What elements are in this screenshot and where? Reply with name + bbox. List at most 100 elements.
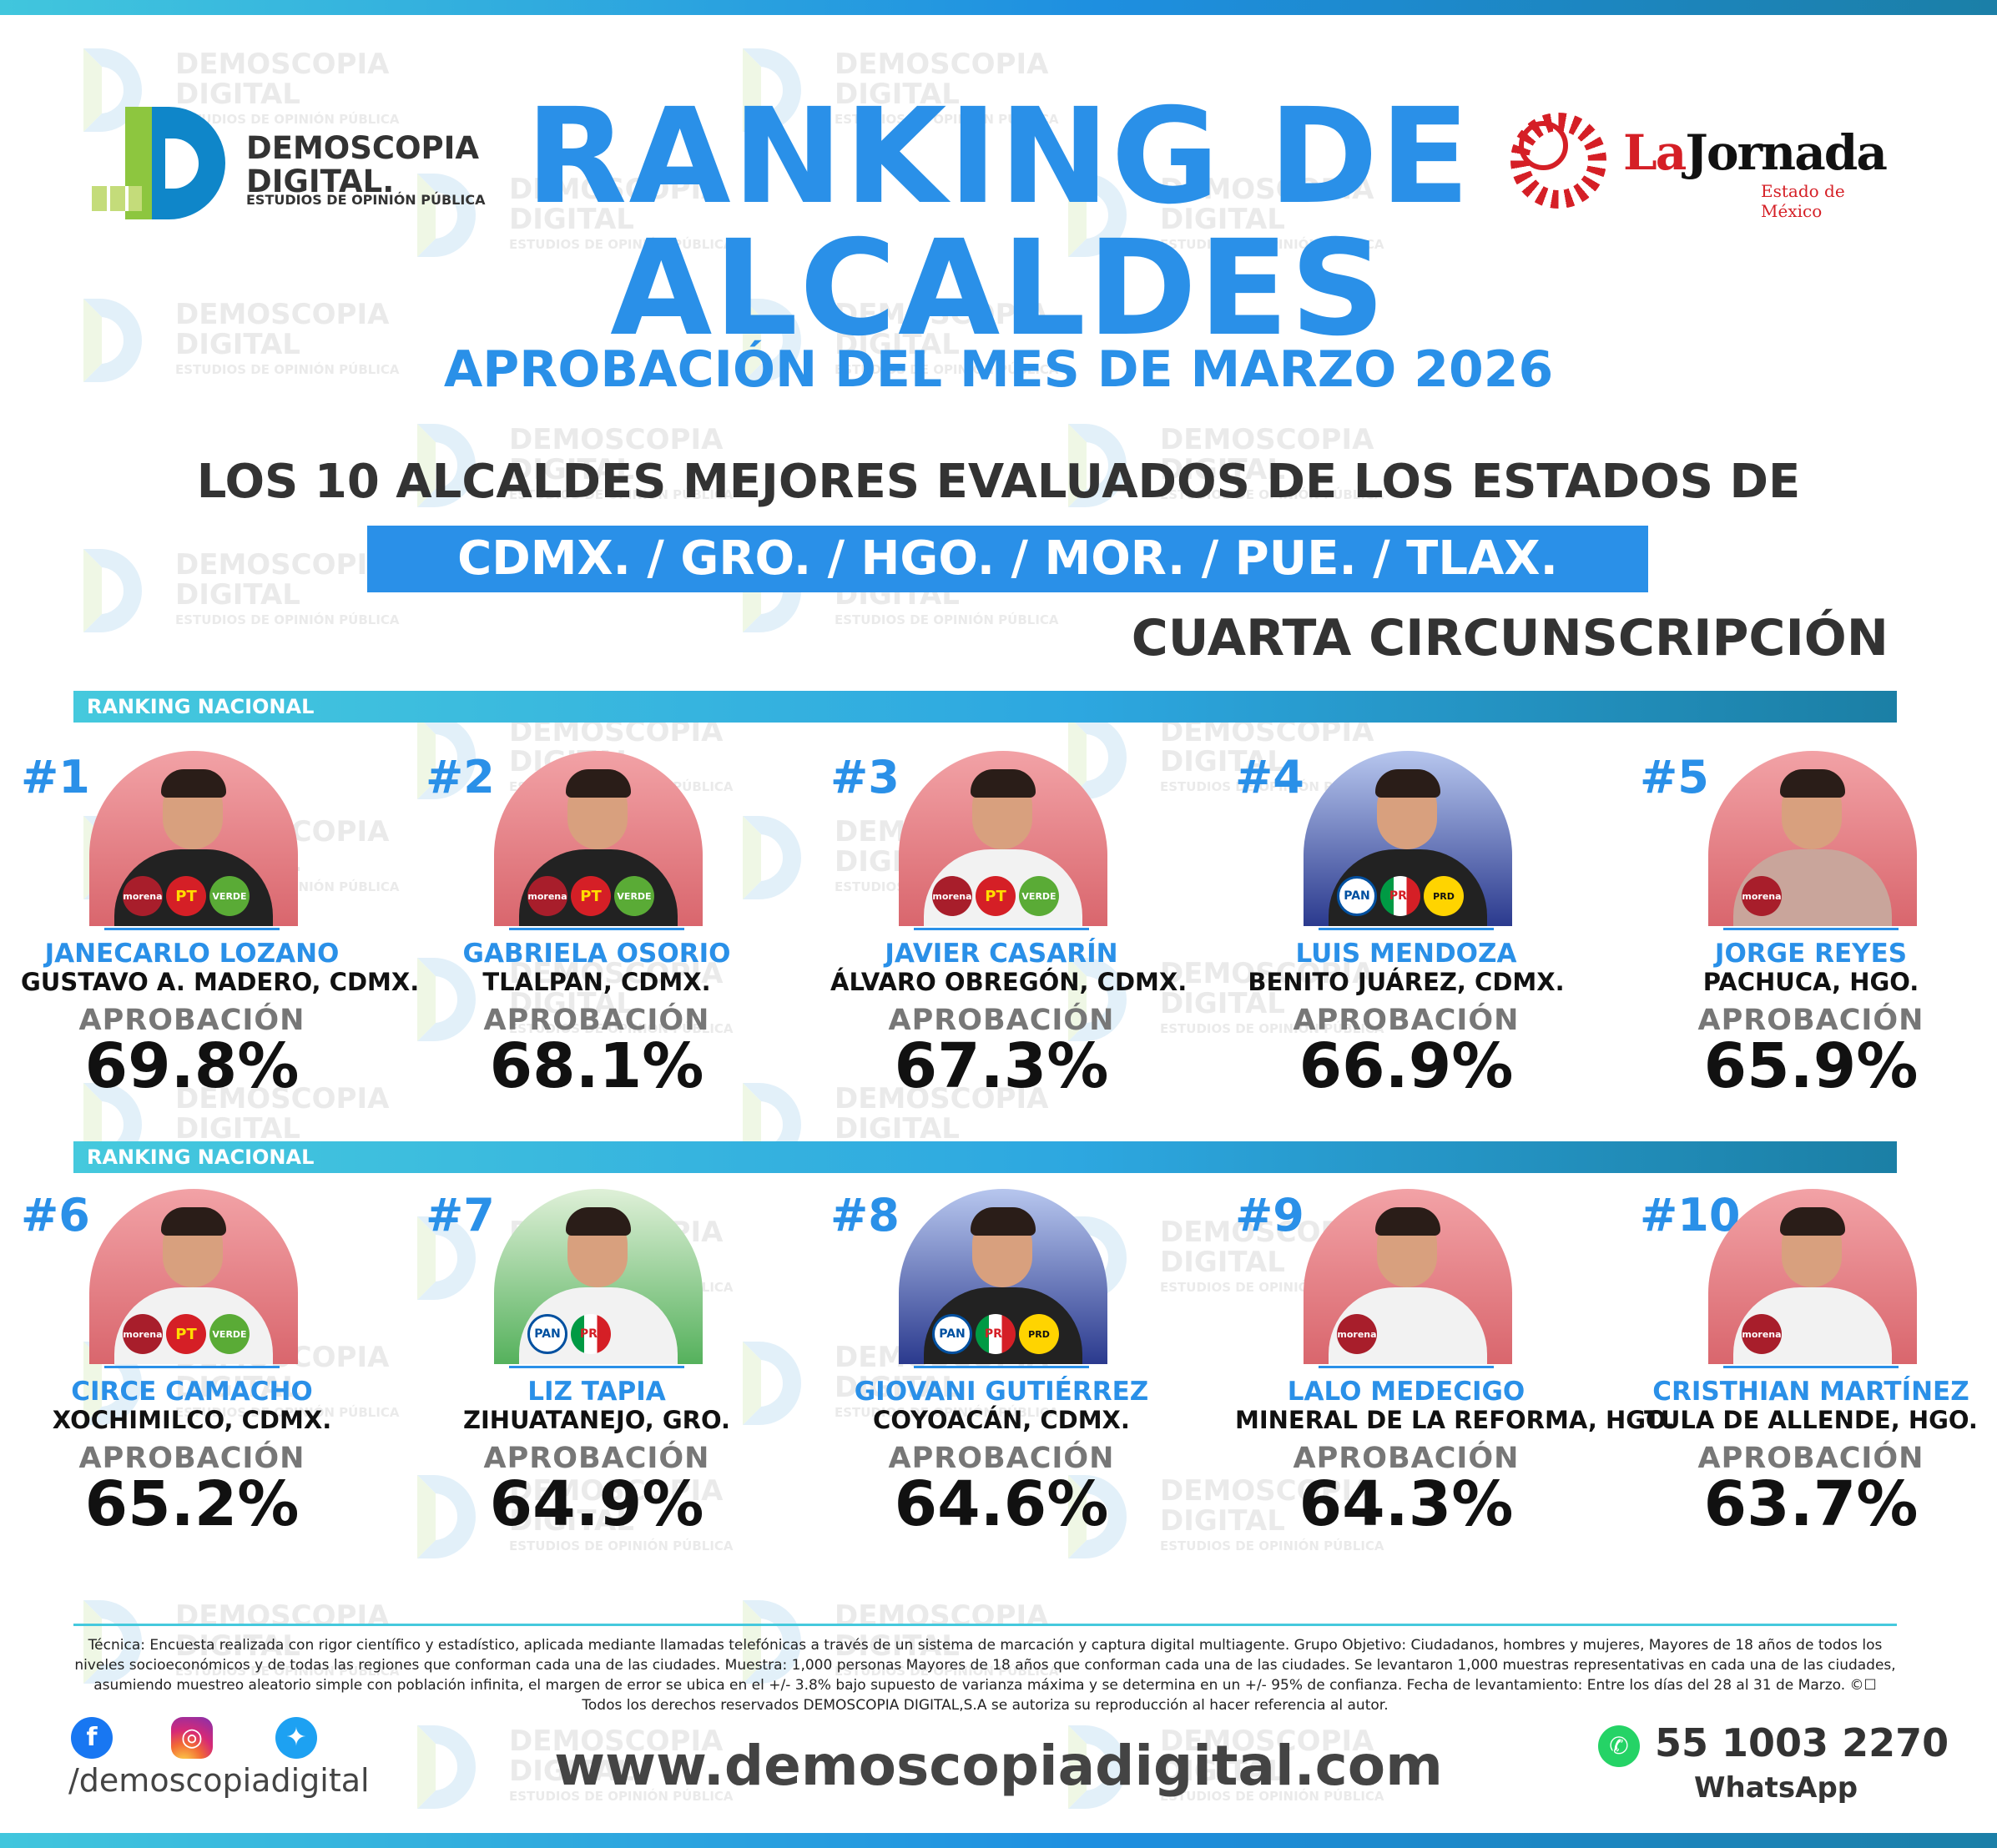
twitter-icon[interactable]: ✦ — [275, 1717, 317, 1759]
party-badge-icon: PRD — [1019, 1314, 1059, 1354]
approval-label: APROBACIÓN — [1293, 1004, 1520, 1037]
demoscopia-logo: DEMOSCOPIA DIGITAL. ESTUDIOS DE OPINIÓN P… — [92, 107, 486, 219]
website-link[interactable]: www.demoscopiadigital.com — [554, 1734, 1443, 1798]
whatsapp-phone[interactable]: 55 1003 2270 — [1655, 1720, 1949, 1765]
candidate-photo: morena — [1304, 1189, 1512, 1364]
party-badge-icon: PT — [976, 876, 1016, 916]
candidate-place: BENITO JUÁREZ, CDMX. — [1248, 968, 1565, 996]
candidate-photo: morena PT VERDE — [899, 751, 1107, 926]
candidate-name: CIRCE CAMACHO — [71, 1377, 313, 1407]
party-badge-icon: morena — [1742, 876, 1782, 916]
approval-label: APROBACIÓN — [1697, 1004, 1924, 1037]
name-divider — [914, 1366, 1089, 1368]
approval-value: 66.9% — [1299, 1030, 1514, 1102]
rank-number: #8 — [830, 1189, 900, 1241]
party-badge-icon: VERDE — [614, 876, 654, 916]
rank-number: #6 — [21, 1189, 90, 1241]
title-line1: RANKING DE — [525, 80, 1472, 234]
party-badge-icon: PAN — [527, 1314, 567, 1354]
candidate-name: JAVIER CASARÍN — [885, 939, 1118, 969]
approval-label: APROBACIÓN — [1697, 1442, 1924, 1475]
subtitle: APROBACIÓN DEL MES DE MARZO 2026 — [443, 340, 1554, 399]
la-jornada-sub: Estado de México — [1761, 181, 1845, 221]
name-divider — [1723, 928, 1899, 930]
social-handle[interactable]: /demoscopiadigital — [68, 1762, 370, 1799]
candidate-name: CRISTHIAN MARTÍNEZ — [1652, 1377, 1969, 1407]
approval-value: 64.6% — [894, 1468, 1109, 1540]
party-badge-icon: PRI — [571, 1314, 611, 1354]
approval-label: APROBACIÓN — [1293, 1442, 1520, 1475]
facebook-icon[interactable]: f — [71, 1717, 113, 1759]
candidate-place: ÁLVARO OBREGÓN, CDMX. — [830, 968, 1188, 996]
whatsapp-icon[interactable]: ✆ — [1598, 1725, 1640, 1767]
candidate-photo: morena PT VERDE — [89, 751, 298, 926]
demoscopia-tagline: ESTUDIOS DE OPINIÓN PÚBLICA — [246, 192, 486, 208]
party-badge-icon: VERDE — [209, 876, 250, 916]
party-badge-icon: PT — [166, 1314, 206, 1354]
party-badge-icon: morena — [932, 876, 972, 916]
party-badge-icon: PT — [571, 876, 611, 916]
methodology-note: Técnica: Encuesta realizada con rigor ci… — [74, 1637, 1896, 1714]
name-divider — [1723, 1366, 1899, 1368]
candidate-place: ZIHUATANEJO, GRO. — [462, 1406, 731, 1434]
approval-label: APROBACIÓN — [78, 1442, 305, 1475]
party-badge-icon: PRI — [1380, 876, 1420, 916]
approval-value: 63.7% — [1703, 1468, 1919, 1540]
candidate-name: LALO MEDECIGO — [1287, 1377, 1525, 1407]
ranking-card: #10 morena CRISTHIAN MARTÍNEZ TULA DE ALLEN… — [1640, 1189, 1997, 1556]
rank-number: #5 — [1640, 751, 1709, 803]
states-banner: CDMX. / GRO. / HGO. / MOR. / PUE. / TLAX… — [367, 526, 1648, 592]
approval-value: 64.9% — [489, 1468, 704, 1540]
name-divider — [1319, 928, 1494, 930]
approval-value: 69.8% — [84, 1030, 300, 1102]
ranking-card: #2 morena PT VERDE GABRIELA OSORIO TLALPAN, C… — [426, 751, 826, 1118]
candidate-photo: morena — [1708, 1189, 1917, 1364]
approval-value: 64.3% — [1299, 1468, 1514, 1540]
candidate-name: GABRIELA OSORIO — [462, 939, 731, 969]
approval-value: 67.3% — [894, 1030, 1109, 1102]
name-divider — [104, 1366, 280, 1368]
ranking-bar-2: RANKING NACIONAL — [73, 1141, 1897, 1173]
party-badge-icon: VERDE — [209, 1314, 250, 1354]
approval-value: 65.2% — [84, 1468, 300, 1540]
party-badge-icon: VERDE — [1019, 876, 1059, 916]
demoscopia-name: DEMOSCOPIA DIGITAL. — [246, 130, 480, 199]
candidate-photo: morena — [1708, 751, 1917, 926]
rank-number: #9 — [1235, 1189, 1304, 1241]
name-divider — [1319, 1366, 1494, 1368]
candidate-name: LUIS MENDOZA — [1295, 939, 1517, 969]
bottom-stripe — [0, 1833, 1997, 1848]
candidate-photo: PAN PRI PRD — [1304, 751, 1512, 926]
name-divider — [914, 928, 1089, 930]
ranking-card: #7 PAN PRI LIZ TAPIA ZIHUATANEJO, GRO. APROBA… — [426, 1189, 826, 1556]
instagram-icon[interactable]: ◎ — [171, 1717, 213, 1759]
name-divider — [509, 928, 684, 930]
name-divider — [104, 928, 280, 930]
ranking-card: #1 morena PT VERDE JANECARLO LOZANO GUSTAVO A… — [21, 751, 421, 1118]
candidate-photo: morena PT VERDE — [494, 751, 703, 926]
candidate-place: MINERAL DE LA REFORMA, HGO. — [1235, 1406, 1676, 1434]
candidate-name: JANECARLO LOZANO — [44, 939, 340, 969]
party-badge-icon: morena — [1337, 1314, 1377, 1354]
party-badge-icon: PT — [166, 876, 206, 916]
party-badge-icon: PAN — [1337, 876, 1377, 916]
rank-number: #3 — [830, 751, 900, 803]
candidate-place: XOCHIMILCO, CDMX. — [52, 1406, 332, 1434]
party-badge-icon: PRD — [1424, 876, 1464, 916]
ranking-card: #3 morena PT VERDE JAVIER CASARÍN ÁLVARO OBRE… — [830, 751, 1231, 1118]
candidate-name: LIZ TAPIA — [527, 1377, 666, 1407]
party-badge-icon: morena — [1742, 1314, 1782, 1354]
ranking-bar-1: RANKING NACIONAL — [73, 691, 1897, 723]
approval-label: APROBACIÓN — [888, 1442, 1115, 1475]
candidate-place: TULA DE ALLENDE, HGO. — [1644, 1406, 1978, 1434]
ranking-card: #8 PAN PRI PRD GIOVANI GUTIÉRREZ COYOACÁN, CD… — [830, 1189, 1231, 1556]
title-line2: ALCALDES — [610, 212, 1387, 365]
la-jornada-logo: LaJornada Estado de México — [1510, 113, 1903, 221]
approval-label: APROBACIÓN — [888, 1004, 1115, 1037]
party-badge-icon: PAN — [932, 1314, 972, 1354]
candidate-place: GUSTAVO A. MADERO, CDMX. — [21, 968, 420, 996]
footer-divider — [73, 1624, 1897, 1626]
candidate-place: TLALPAN, CDMX. — [482, 968, 711, 996]
ranking-card: #9 morena LALO MEDECIGO MINERAL DE LA REFOR… — [1235, 1189, 1676, 1556]
candidate-photo: PAN PRI — [494, 1189, 703, 1364]
